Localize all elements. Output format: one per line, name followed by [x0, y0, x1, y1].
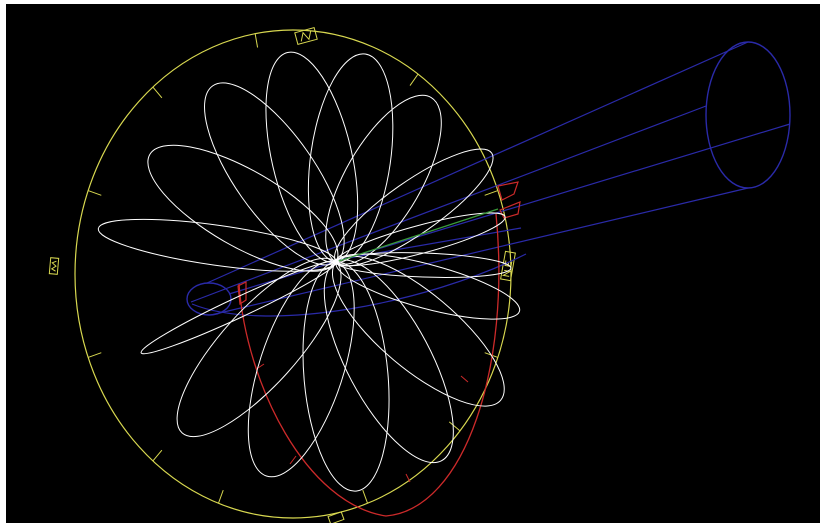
compass-ticks [87, 33, 499, 504]
compass-tick [484, 190, 499, 196]
compass-tick [362, 489, 369, 504]
cone-near-end [186, 282, 232, 316]
red-arc-ticks [257, 363, 469, 483]
compass-circle [74, 29, 512, 519]
cone-sweep [191, 253, 527, 317]
red-marker-left [237, 281, 247, 306]
compass-label-top [294, 27, 318, 45]
cone-edge-mid1 [228, 123, 791, 295]
compass-tick [87, 352, 102, 358]
compass-ring [48, 27, 516, 523]
red-marker-top [497, 181, 519, 201]
cone-edge-top [206, 41, 749, 284]
compass-label-bottom [327, 511, 345, 523]
rose-petal [97, 218, 337, 272]
compass-tick [152, 86, 163, 99]
compass-label-right [500, 250, 516, 282]
red-arc [237, 181, 521, 517]
compass-label-left [48, 257, 60, 275]
3d-viewport[interactable] [6, 4, 820, 523]
center-point [333, 259, 339, 265]
rose-petal [323, 259, 454, 464]
compass-tick [87, 190, 102, 196]
cone-edge-mid2 [190, 105, 707, 303]
rose-petal [302, 261, 390, 492]
rose-petal [247, 260, 355, 478]
cone-edge-bottom [210, 187, 749, 316]
rose-petal [331, 255, 505, 407]
red-marker-mid [499, 201, 521, 219]
compass-tick [217, 489, 224, 504]
compass-tick [409, 73, 419, 86]
cone-far-end [705, 41, 791, 189]
rose-diagram-canvas [48, 27, 791, 523]
red-arc-path [238, 213, 500, 517]
green-ray [335, 208, 499, 263]
compass-tick [448, 421, 461, 432]
compass-tick [254, 33, 259, 48]
compass-tick [152, 449, 163, 462]
